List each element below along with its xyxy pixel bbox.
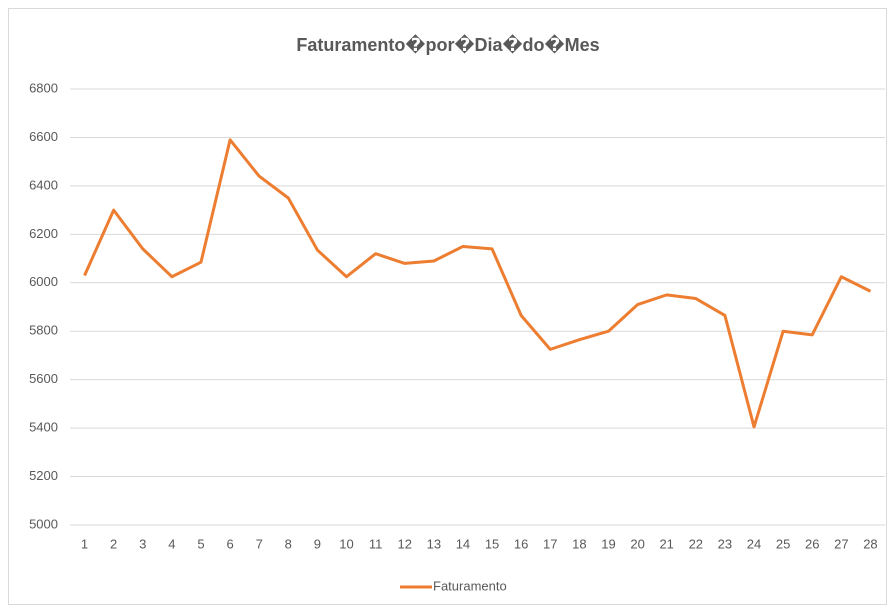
x-tick-label: 16 — [514, 536, 528, 551]
x-tick-label: 13 — [427, 536, 441, 551]
x-tick-label: 10 — [339, 536, 353, 551]
x-tick-label: 11 — [369, 536, 383, 551]
x-tick-label: 28 — [863, 536, 877, 551]
y-tick-label: 6400 — [29, 177, 58, 192]
x-tick-label: 26 — [805, 536, 819, 551]
x-tick-label: 27 — [834, 536, 848, 551]
x-tick-label: 18 — [572, 536, 586, 551]
y-tick-label: 6000 — [29, 274, 58, 289]
y-tick-label: 6600 — [29, 129, 58, 144]
x-tick-label: 24 — [747, 536, 761, 551]
chart-border — [8, 8, 887, 605]
x-tick-label: 25 — [776, 536, 790, 551]
x-tick-label: 9 — [314, 536, 321, 551]
x-tick-label: 22 — [689, 536, 703, 551]
x-tick-label: 7 — [256, 536, 263, 551]
x-tick-label: 20 — [630, 536, 644, 551]
x-tick-label: 17 — [543, 536, 557, 551]
y-tick-label: 5200 — [29, 468, 58, 483]
y-tick-label: 6200 — [29, 226, 58, 241]
x-tick-label: 4 — [168, 536, 175, 551]
x-tick-label: 3 — [139, 536, 146, 551]
x-tick-label: 6 — [226, 536, 233, 551]
x-tick-label: 8 — [285, 536, 292, 551]
y-tick-label: 6800 — [29, 80, 58, 95]
x-tick-label: 15 — [485, 536, 499, 551]
x-tick-label: 14 — [456, 536, 470, 551]
x-tick-label: 23 — [718, 536, 732, 551]
data-line — [83, 138, 872, 429]
y-tick-label: 5600 — [29, 371, 58, 386]
x-tick-label: 5 — [197, 536, 204, 551]
chart-title: Faturamento�por�Dia�do�Mes — [296, 34, 599, 55]
x-tick-label: 19 — [601, 536, 615, 551]
x-tick-label: 12 — [397, 536, 411, 551]
x-tick-label: 2 — [110, 536, 117, 551]
y-tick-label: 5400 — [29, 420, 58, 435]
x-tick-label: 1 — [81, 536, 88, 551]
x-tick-label: 21 — [659, 536, 673, 551]
y-tick-label: 5000 — [29, 516, 58, 531]
legend-label: Faturamento — [433, 578, 507, 593]
y-tick-label: 5800 — [29, 323, 58, 338]
